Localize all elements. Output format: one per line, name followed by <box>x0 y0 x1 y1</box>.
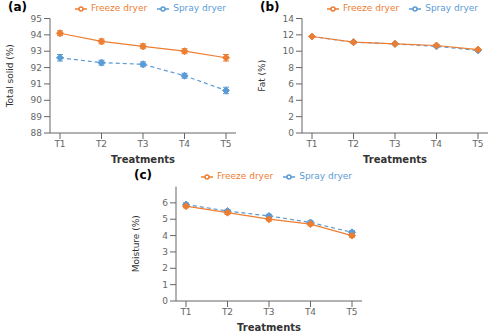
svg-text:2: 2 <box>288 112 294 122</box>
svg-text:T4: T4 <box>430 139 442 149</box>
svg-text:89: 89 <box>31 112 43 122</box>
svg-text:T5: T5 <box>345 307 357 317</box>
svg-text:Moisture (%): Moisture (%) <box>131 215 141 272</box>
svg-text:T3: T3 <box>388 139 400 149</box>
svg-text:4: 4 <box>162 231 168 241</box>
html-text:Spray dryer: Spray dryer <box>173 3 226 13</box>
svg-text:90: 90 <box>31 95 43 105</box>
svg-text:4: 4 <box>288 95 294 105</box>
svg-text:T2: T2 <box>95 139 107 149</box>
svg-text:T1: T1 <box>305 139 317 149</box>
html-text:Spray dryer: Spray dryer <box>299 171 352 181</box>
svg-text:8: 8 <box>288 63 294 73</box>
svg-text:5: 5 <box>162 214 168 224</box>
svg-text:T5: T5 <box>219 139 231 149</box>
svg-text:3: 3 <box>162 247 168 257</box>
svg-text:2: 2 <box>162 263 168 273</box>
svg-text:T4: T4 <box>304 307 316 317</box>
svg-text:T3: T3 <box>262 307 274 317</box>
svg-text:T3: T3 <box>136 139 148 149</box>
svg-text:Fat (%): Fat (%) <box>257 60 267 92</box>
svg-text:T1: T1 <box>179 307 191 317</box>
svg-text:Treatments: Treatments <box>111 154 175 165</box>
html-text:Freeze dryer: Freeze dryer <box>343 3 400 13</box>
svg-text:T1: T1 <box>53 139 65 149</box>
html-text:Freeze dryer: Freeze dryer <box>91 3 148 13</box>
svg-text:93: 93 <box>31 46 42 56</box>
svg-text:12: 12 <box>283 30 294 40</box>
svg-text:91: 91 <box>31 79 42 89</box>
svg-text:0: 0 <box>162 296 168 306</box>
svg-text:92: 92 <box>31 63 42 73</box>
svg-text:T4: T4 <box>178 139 190 149</box>
svg-text:T2: T2 <box>221 307 233 317</box>
svg-text:14: 14 <box>283 14 295 24</box>
svg-text:0: 0 <box>288 128 294 138</box>
svg-text:Total solid (%): Total solid (%) <box>8 44 15 108</box>
svg-text:6: 6 <box>162 198 168 208</box>
svg-text:6: 6 <box>288 79 294 89</box>
html-text:(a): (a) <box>8 0 28 14</box>
html-text:(c): (c) <box>134 168 153 182</box>
svg-text:95: 95 <box>31 14 42 24</box>
svg-text:Treatments: Treatments <box>363 154 427 165</box>
html-text:Spray dryer: Spray dryer <box>425 3 478 13</box>
svg-text:T5: T5 <box>471 139 483 149</box>
svg-text:10: 10 <box>283 46 295 56</box>
html-text:(b): (b) <box>260 0 280 14</box>
svg-text:88: 88 <box>31 128 43 138</box>
svg-text:94: 94 <box>31 30 43 40</box>
svg-text:Treatments: Treatments <box>237 322 301 333</box>
svg-text:T2: T2 <box>347 139 359 149</box>
html-text:Freeze dryer: Freeze dryer <box>217 171 274 181</box>
svg-text:1: 1 <box>162 280 168 290</box>
